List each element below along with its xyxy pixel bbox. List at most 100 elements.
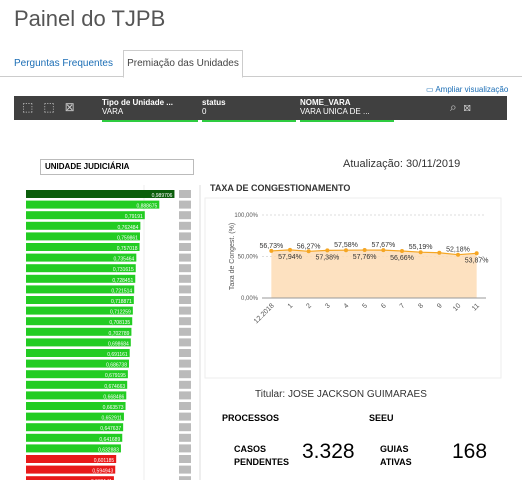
scroll-cell [179,370,191,379]
x-tick-label: 4 [343,302,351,310]
scroll-cell [179,402,191,410]
scroll-cell [179,232,191,241]
bar [26,211,145,220]
y-tick-label: 50,00% [238,255,259,261]
filter-value: VARA [102,107,124,116]
search-icons[interactable]: ⌕ ⊠ [450,100,472,114]
bar [26,412,124,421]
value-label: 57,38% [315,254,339,261]
scroll-cell [179,221,191,230]
bar [26,349,130,357]
page-title: Painel do TJPB [14,6,166,31]
scroll-cell [179,327,191,336]
scroll-cell [179,423,191,432]
filter-name: status [202,98,226,107]
bar-label: 0,712259 [110,310,131,316]
filter-value: 0 [202,107,207,116]
bar-label: 0,647637 [100,426,121,432]
bar-label: 0,668486 [103,394,124,400]
point [381,248,386,253]
bar [26,327,132,336]
scroll-cell [179,465,191,474]
value-label: 56,73% [259,243,283,250]
unit-header: UNIDADE JUDICIÁRIA [40,159,194,175]
bar [26,264,136,273]
value-label: 56,66% [390,255,414,262]
bar-label: 0,728451 [112,278,133,284]
expand-text[interactable]: Ampliar visualização [435,85,509,94]
bar-label: 0,641689 [99,437,120,443]
bar [26,190,175,198]
tool-icons[interactable]: ⬚ ⬚ ⊠ [22,100,75,114]
bar-label: 0,79191 [125,214,143,220]
scroll-cell [179,264,191,273]
tab[interactable]: Perguntas Frequentes [14,58,113,69]
expand-link[interactable]: ▭ Ampliar visualização [426,85,509,94]
bar-label: 0,702789 [109,331,130,337]
bar [26,380,128,389]
bar-label: 0,663573 [103,405,124,411]
point [306,249,311,254]
scroll-cell [179,444,191,453]
bar [26,455,117,463]
scroll-cell [179,412,191,421]
point [288,247,292,252]
x-tick-label: 1 [287,302,295,310]
filter-name: NOME_VARA [300,98,351,107]
scroll-cell [179,274,191,283]
toolbar [14,96,507,120]
bar-label: 0,632883 [98,447,119,453]
filter[interactable]: NOME_VARA VARA UNICA DE ... [300,98,394,122]
bar-label: 0,679195 [105,373,126,379]
bar-label: 0,888675 [136,204,157,210]
bar [26,274,136,283]
scroll-cell [179,380,191,389]
bar [26,317,133,326]
bar [26,465,116,474]
scroll-cell [179,253,191,262]
value-label: 57,58% [334,242,358,249]
bar-label: 0,721514 [111,288,132,294]
scroll-cell [179,391,191,400]
bar-label: 0,698684 [108,341,129,347]
bar [26,243,140,251]
section: PROCESSOS [222,413,280,423]
bar-label: 0,718871 [111,299,132,305]
point [437,250,442,255]
value-label: 57,67% [371,242,395,249]
bar-label: 0,731615 [113,267,134,273]
bar [26,200,160,209]
chart-title: TAXA DE CONGESTIONAMENTO [210,183,350,193]
scroll-cell [179,433,191,442]
bar [26,391,127,400]
bar-label: 0,652911 [101,416,122,422]
kpi-label: GUIAS ATIVAS [380,444,412,467]
value-label: 57,76% [353,254,377,261]
bar-label: 0,691161 [107,352,128,358]
bar [26,476,114,480]
x-tick-label: 2 [305,302,313,310]
tab-line [0,76,522,77]
area [271,249,477,298]
point [325,248,330,253]
kpi-value: 3.328 [302,440,355,463]
point [344,248,348,253]
scroll-cell [179,211,191,220]
y-tick-label: 100,00% [234,213,258,219]
bar-label: 0,708135 [109,320,130,326]
y-axis-label: Taxa de Congest. (%) [229,223,236,290]
bar [26,338,131,347]
x-tick-label: 9 [436,302,444,310]
point [456,252,460,257]
tab-active[interactable]: Premiação das Unidades [123,50,243,78]
point [418,250,423,255]
scroll-cell [179,243,191,251]
bar [26,370,128,379]
filter[interactable]: status 0 [202,98,296,122]
filter[interactable]: Tipo de Unidade ... VARA [102,98,198,122]
bar-label: 0,594943 [92,469,113,475]
scroll-cell [179,190,191,198]
holder: Titular: JOSE JACKSON GUIMARAES [255,389,427,400]
bar [26,306,133,315]
x-tick-label: 12.2018 [253,302,276,325]
